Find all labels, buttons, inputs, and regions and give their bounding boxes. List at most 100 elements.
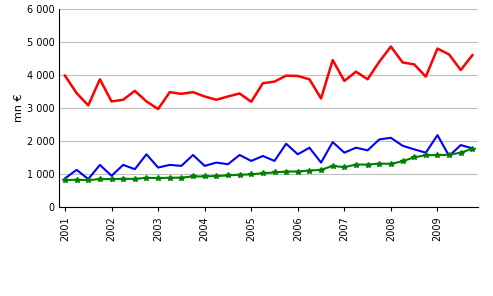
Verksamhetsinkomster bbox=[341, 151, 347, 155]
Skatteinkomster bbox=[353, 70, 359, 73]
Statsandelar bbox=[120, 177, 126, 181]
Statsandelar bbox=[458, 151, 464, 155]
Skatteinkomster bbox=[225, 95, 231, 98]
Verksamhetsinkomster bbox=[295, 152, 301, 156]
Skatteinkomster bbox=[365, 78, 371, 81]
Skatteinkomster bbox=[85, 104, 91, 107]
Statsandelar bbox=[85, 178, 91, 182]
Skatteinkomster bbox=[213, 98, 219, 102]
Skatteinkomster bbox=[62, 74, 68, 78]
Verksamhetsinkomster bbox=[423, 151, 429, 155]
Skatteinkomster bbox=[167, 90, 173, 94]
Skatteinkomster bbox=[143, 100, 149, 103]
Verksamhetsinkomster bbox=[132, 168, 138, 171]
Statsandelar bbox=[295, 170, 301, 173]
Verksamhetsinkomster bbox=[202, 164, 208, 168]
Verksamhetsinkomster bbox=[237, 153, 243, 157]
Verksamhetsinkomster bbox=[248, 159, 254, 163]
Verksamhetsinkomster bbox=[446, 154, 452, 158]
Statsandelar bbox=[318, 168, 324, 172]
Verksamhetsinkomster bbox=[353, 146, 359, 149]
Verksamhetsinkomster bbox=[62, 177, 68, 180]
Statsandelar bbox=[272, 171, 278, 174]
Statsandelar bbox=[353, 163, 359, 166]
Skatteinkomster bbox=[190, 90, 196, 94]
Skatteinkomster bbox=[446, 53, 452, 56]
Statsandelar bbox=[143, 176, 149, 180]
Statsandelar bbox=[307, 169, 313, 172]
Statsandelar bbox=[167, 176, 173, 180]
Statsandelar bbox=[469, 147, 475, 150]
Statsandelar bbox=[225, 174, 231, 177]
Verksamhetsinkomster bbox=[178, 164, 184, 168]
Skatteinkomster bbox=[248, 100, 254, 104]
Verksamhetsinkomster bbox=[190, 153, 196, 157]
Statsandelar bbox=[73, 178, 79, 181]
Statsandelar bbox=[202, 175, 208, 178]
Verksamhetsinkomster bbox=[225, 163, 231, 166]
Verksamhetsinkomster bbox=[167, 163, 173, 167]
Statsandelar bbox=[213, 174, 219, 178]
Statsandelar bbox=[108, 177, 114, 181]
Statsandelar bbox=[62, 178, 68, 182]
Verksamhetsinkomster bbox=[260, 154, 266, 158]
Verksamhetsinkomster bbox=[365, 149, 371, 152]
Skatteinkomster bbox=[272, 80, 278, 83]
Statsandelar bbox=[423, 154, 429, 157]
Verksamhetsinkomster bbox=[376, 138, 382, 141]
Skatteinkomster bbox=[400, 61, 406, 64]
Skatteinkomster bbox=[178, 92, 184, 96]
Verksamhetsinkomster bbox=[411, 148, 417, 151]
Skatteinkomster bbox=[237, 92, 243, 95]
Statsandelar bbox=[341, 165, 347, 169]
Statsandelar bbox=[155, 176, 161, 180]
Y-axis label: mn €: mn € bbox=[14, 94, 24, 122]
Skatteinkomster bbox=[260, 81, 266, 85]
Verksamhetsinkomster bbox=[85, 177, 91, 181]
Skatteinkomster bbox=[295, 74, 301, 78]
Verksamhetsinkomster bbox=[469, 147, 475, 150]
Verksamhetsinkomster bbox=[143, 152, 149, 156]
Verksamhetsinkomster bbox=[388, 136, 394, 140]
Statsandelar bbox=[388, 162, 394, 166]
Skatteinkomster bbox=[330, 58, 336, 62]
Verksamhetsinkomster bbox=[213, 161, 219, 164]
Line: Statsandelar: Statsandelar bbox=[62, 146, 475, 183]
Skatteinkomster bbox=[120, 98, 126, 102]
Statsandelar bbox=[190, 175, 196, 178]
Skatteinkomster bbox=[73, 91, 79, 95]
Verksamhetsinkomster bbox=[97, 163, 103, 167]
Verksamhetsinkomster bbox=[108, 174, 114, 178]
Statsandelar bbox=[237, 173, 243, 176]
Skatteinkomster bbox=[132, 89, 138, 93]
Skatteinkomster bbox=[108, 100, 114, 103]
Skatteinkomster bbox=[155, 107, 161, 111]
Statsandelar bbox=[400, 160, 406, 163]
Skatteinkomster bbox=[423, 75, 429, 78]
Skatteinkomster bbox=[469, 53, 475, 57]
Skatteinkomster bbox=[318, 97, 324, 100]
Verksamhetsinkomster bbox=[330, 140, 336, 144]
Verksamhetsinkomster bbox=[73, 168, 79, 172]
Statsandelar bbox=[178, 176, 184, 179]
Statsandelar bbox=[260, 171, 266, 175]
Verksamhetsinkomster bbox=[272, 159, 278, 163]
Skatteinkomster bbox=[97, 78, 103, 81]
Verksamhetsinkomster bbox=[458, 143, 464, 147]
Skatteinkomster bbox=[202, 95, 208, 98]
Skatteinkomster bbox=[307, 78, 313, 81]
Skatteinkomster bbox=[434, 47, 440, 50]
Statsandelar bbox=[446, 153, 452, 157]
Skatteinkomster bbox=[458, 68, 464, 72]
Verksamhetsinkomster bbox=[155, 166, 161, 169]
Skatteinkomster bbox=[341, 79, 347, 83]
Line: Verksamhetsinkomster: Verksamhetsinkomster bbox=[65, 135, 472, 179]
Statsandelar bbox=[248, 173, 254, 176]
Skatteinkomster bbox=[388, 45, 394, 48]
Statsandelar bbox=[411, 155, 417, 159]
Statsandelar bbox=[97, 177, 103, 181]
Verksamhetsinkomster bbox=[307, 146, 313, 149]
Statsandelar bbox=[365, 163, 371, 166]
Verksamhetsinkomster bbox=[120, 163, 126, 167]
Statsandelar bbox=[330, 164, 336, 168]
